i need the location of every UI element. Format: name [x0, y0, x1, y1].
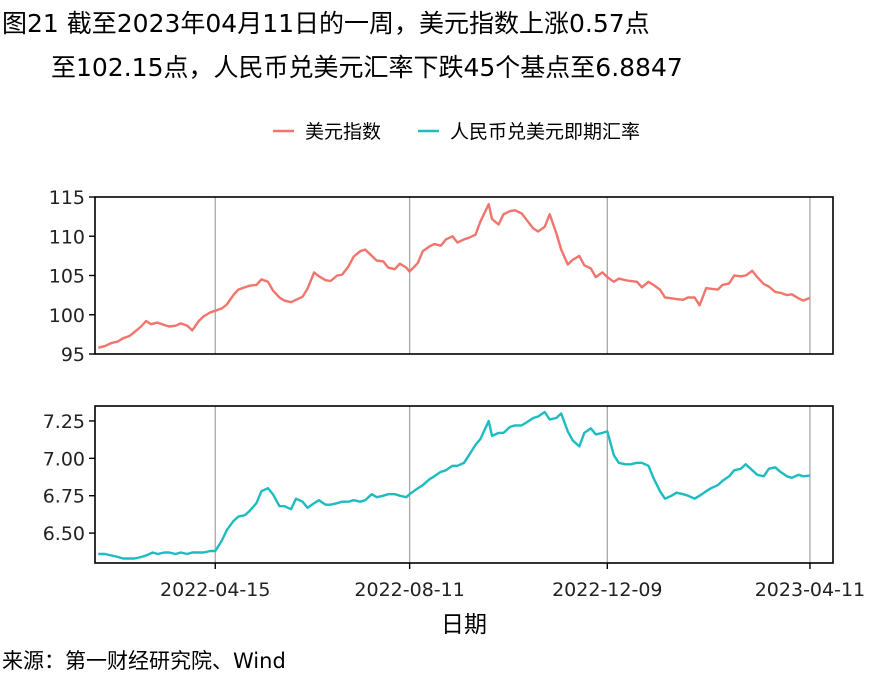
bottom-panel-frame [94, 405, 834, 564]
top-panel-gridlines [214, 197, 811, 354]
top-panel-frame [94, 196, 834, 355]
bottom-panel-y-tick-label: 7.25 [43, 411, 85, 433]
cny-rate-panel: 6.50 6.75 7.00 7.25 [43, 405, 834, 564]
figure-title-line-2: 至102.15点，人民币兑美元汇率下跌45个基点至6.8847 [51, 53, 683, 82]
cny-rate-line [98, 410, 811, 560]
x-tick-label: 2022-08-11 [354, 579, 464, 601]
bottom-panel-gridlines [214, 406, 811, 563]
usd-index-panel: 95 100 105 110 115 [49, 187, 834, 366]
legend-label-cny-rate: 人民币兑美元即期汇率 [450, 121, 640, 143]
legend-label-usd-index: 美元指数 [305, 121, 381, 143]
bottom-panel-y-tick-label: 6.75 [43, 486, 85, 508]
figure-title: 图21 截至2023年04月11日的一周，美元指数上涨0.57点 至102.15… [2, 2, 683, 90]
bottom-panel-y-axis: 6.50 6.75 7.00 7.25 [43, 411, 95, 545]
figure-title-line-1: 图21 截至2023年04月11日的一周，美元指数上涨0.57点 [2, 9, 650, 38]
top-panel-y-tick-label: 95 [61, 344, 85, 366]
x-tick-label: 2023-04-11 [755, 579, 865, 601]
top-panel-y-tick-label: 105 [49, 266, 85, 288]
x-axis-title: 日期 [441, 612, 487, 638]
legend: 美元指数 人民币兑美元即期汇率 [273, 121, 640, 143]
top-panel-y-tick-label: 100 [49, 305, 85, 327]
bottom-panel-y-tick-label: 7.00 [43, 448, 85, 470]
chart-canvas: 美元指数 人民币兑美元即期汇率 95 100 105 110 115 6.50 6.75 7… [43, 121, 865, 638]
x-axis: 2022-04-15 2022-08-11 2022-12-09 2023-04-11 [160, 563, 865, 601]
usd-index-line [98, 202, 811, 349]
top-panel-y-axis: 95 100 105 110 115 [49, 187, 95, 366]
top-panel-y-tick-label: 110 [49, 226, 85, 248]
top-panel-y-tick-label: 115 [49, 187, 85, 209]
x-tick-label: 2022-04-15 [160, 579, 270, 601]
bottom-panel-y-tick-label: 6.50 [43, 523, 85, 545]
source-note: 来源：第一财经研究院、Wind [2, 649, 286, 673]
x-tick-label: 2022-12-09 [552, 579, 662, 601]
